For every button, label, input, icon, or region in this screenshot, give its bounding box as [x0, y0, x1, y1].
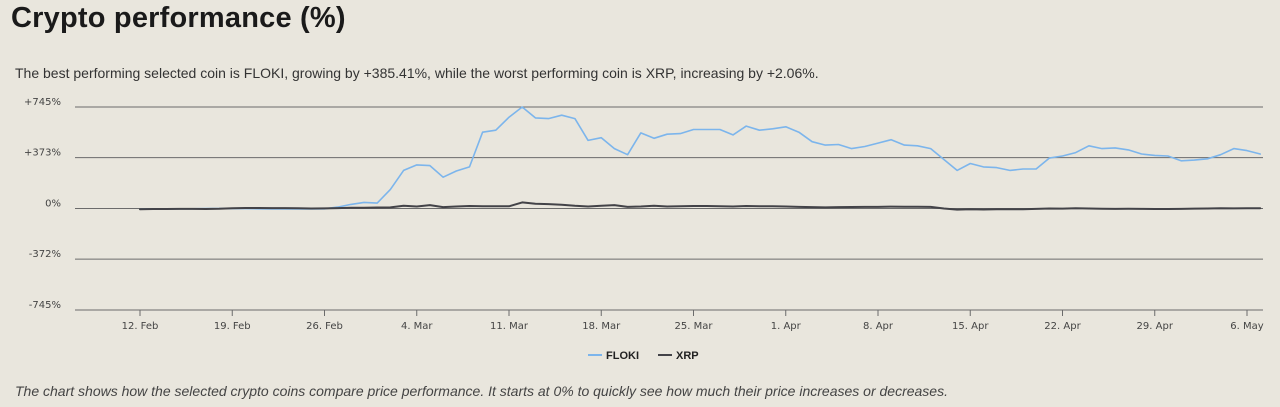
x-tick-label: 8. Apr: [863, 321, 894, 332]
y-axis: +745% +373% 0% -372% -745%: [24, 97, 61, 311]
legend-label: XRP: [676, 350, 699, 362]
x-tick-label: 6. May: [1230, 321, 1263, 332]
y-tick-label: 0%: [45, 199, 61, 210]
x-tick-label: 4. Mar: [401, 321, 433, 332]
legend: FLOKI XRP: [588, 350, 699, 362]
x-tick-label: 11. Mar: [490, 321, 529, 332]
x-tick-label: 19. Feb: [214, 321, 251, 332]
chart-summary: The best performing selected coin is FLO…: [15, 65, 819, 81]
x-axis: 12. Feb 19. Feb 26. Feb 4. Mar 11. Mar 18. Ma…: [122, 310, 1264, 332]
series-lines: [139, 106, 1262, 211]
y-tick-label: +373%: [24, 148, 61, 159]
x-tick-label: 12. Feb: [122, 321, 159, 332]
y-tick-label: -745%: [29, 300, 61, 311]
x-tick-label: 18. Mar: [582, 321, 621, 332]
x-tick-label: 1. Apr: [771, 321, 802, 332]
legend-item-xrp[interactable]: XRP: [658, 350, 699, 362]
y-tick-label: +745%: [24, 97, 61, 108]
x-tick-label: 29. Apr: [1137, 321, 1174, 332]
x-tick-label: 26. Feb: [306, 321, 343, 332]
y-tick-label: -372%: [29, 249, 61, 260]
chart-footnote: The chart shows how the selected crypto …: [15, 383, 948, 399]
chart-title: Crypto performance (%): [11, 2, 346, 34]
x-tick-label: 25. Mar: [675, 321, 714, 332]
performance-chart: +745% +373% 0% -372% -745% 12. Feb 19. Feb 26.…: [24, 97, 1264, 362]
legend-item-floki[interactable]: FLOKI: [588, 350, 639, 362]
legend-label: FLOKI: [606, 350, 639, 362]
x-tick-label: 22. Apr: [1044, 321, 1081, 332]
series-line-xrp: [139, 201, 1262, 211]
x-tick-label: 15. Apr: [952, 321, 989, 332]
